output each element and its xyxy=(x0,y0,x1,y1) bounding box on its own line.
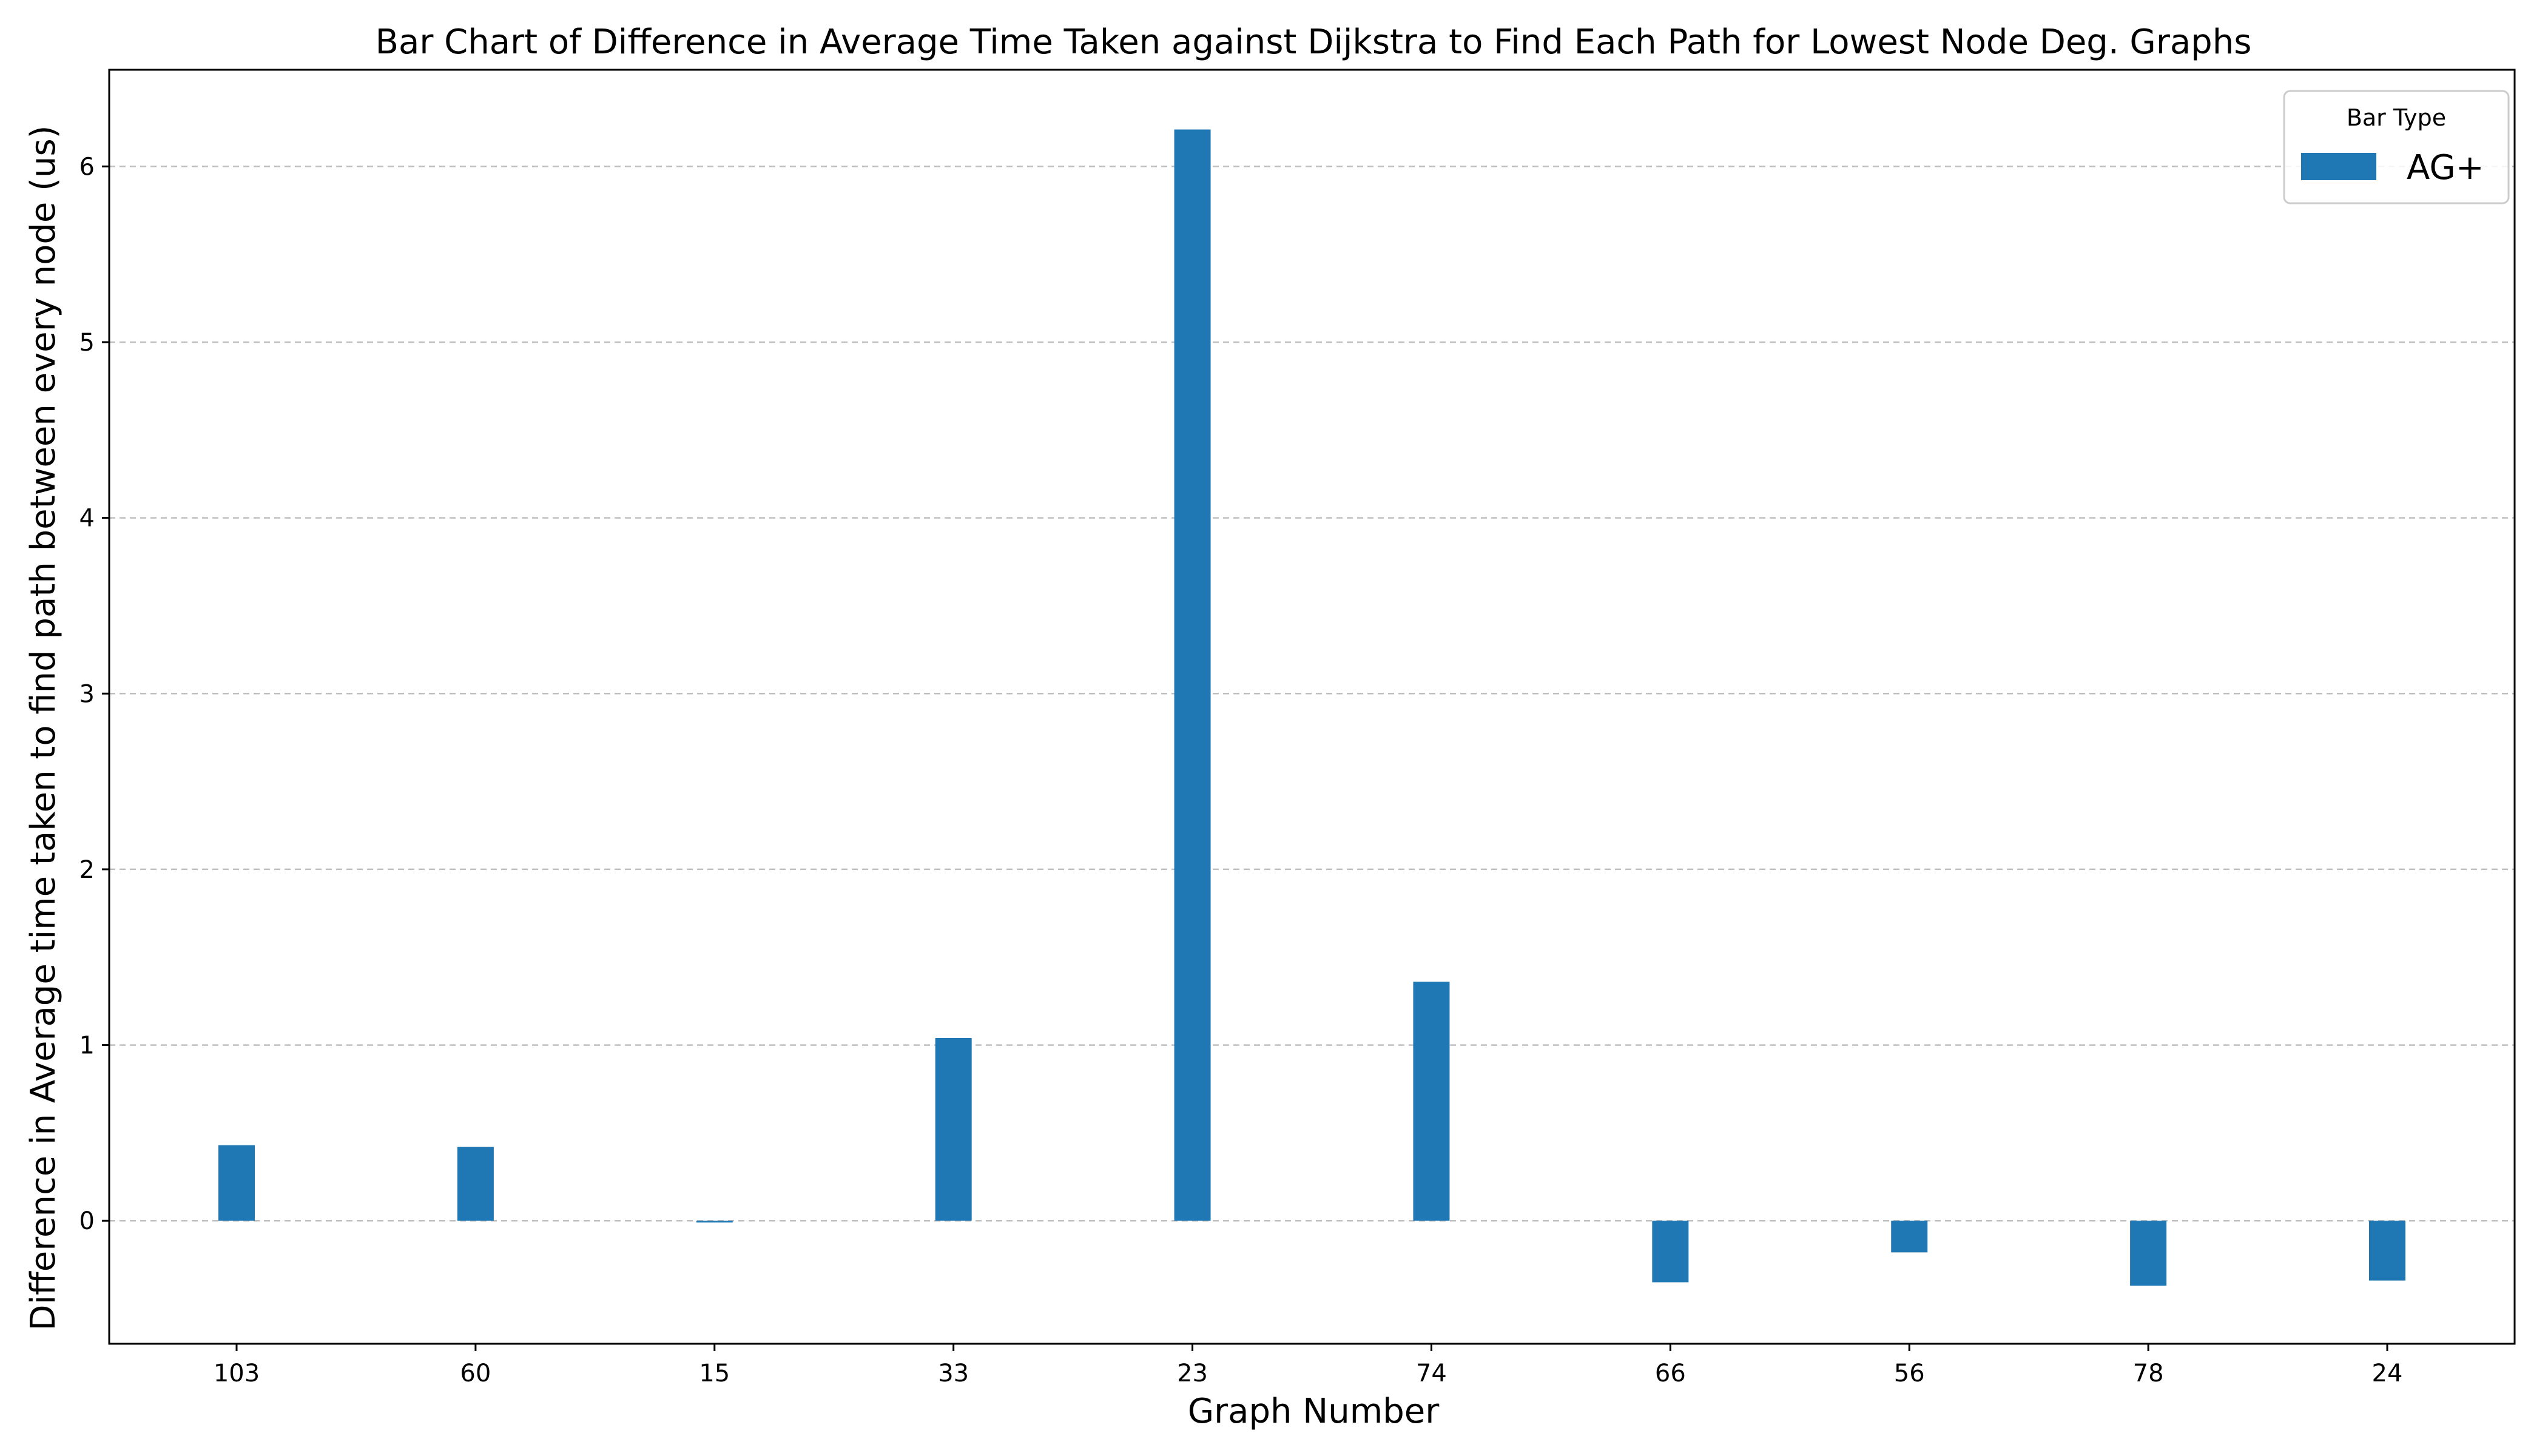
bar-23 xyxy=(1174,129,1211,1221)
bars xyxy=(218,129,2405,1286)
x-tick-label: 56 xyxy=(1894,1360,1925,1387)
x-tick-label: 15 xyxy=(699,1360,730,1387)
bar-66 xyxy=(1652,1221,1689,1282)
y-tick-label: 6 xyxy=(79,153,95,181)
bar-15 xyxy=(696,1221,733,1223)
bar-103 xyxy=(218,1145,255,1221)
y-tick-label: 5 xyxy=(79,329,95,357)
legend-swatch xyxy=(2301,153,2376,180)
gridlines xyxy=(109,166,2515,1222)
y-axis-ticks: 0 1 2 3 4 5 6 xyxy=(79,153,109,1235)
y-tick-label: 4 xyxy=(79,505,95,533)
bar-33 xyxy=(935,1038,972,1221)
x-tick-label: 74 xyxy=(1416,1360,1447,1387)
x-tick-label: 60 xyxy=(460,1360,491,1387)
x-tick-label: 24 xyxy=(2372,1360,2403,1387)
y-tick-label: 1 xyxy=(79,1032,95,1060)
legend-series-label: AG+ xyxy=(2407,148,2484,187)
bar-56 xyxy=(1891,1221,1928,1253)
y-axis-label: Difference in Average time taken to find… xyxy=(24,125,63,1330)
x-axis-label: Graph Number xyxy=(1188,1392,1440,1431)
y-tick-label: 2 xyxy=(79,856,95,884)
x-tick-label: 33 xyxy=(938,1360,969,1387)
bar-74 xyxy=(1413,982,1450,1221)
x-tick-label: 66 xyxy=(1655,1360,1686,1387)
x-tick-label: 23 xyxy=(1177,1360,1208,1387)
bar-24 xyxy=(2369,1221,2405,1281)
bar-78 xyxy=(2130,1221,2167,1286)
bar-60 xyxy=(457,1147,494,1221)
chart-title: Bar Chart of Difference in Average Time … xyxy=(376,22,2252,62)
y-tick-label: 0 xyxy=(79,1207,95,1235)
y-tick-label: 3 xyxy=(79,680,95,708)
legend: Bar Type AG+ xyxy=(2283,90,2510,204)
plot-frame xyxy=(108,69,2516,1345)
x-tick-label: 103 xyxy=(214,1360,260,1387)
legend-title: Bar Type xyxy=(2347,104,2446,131)
x-axis-ticks: 103 60 15 33 23 74 66 56 78 24 xyxy=(214,1344,2403,1387)
x-tick-label: 78 xyxy=(2133,1360,2164,1387)
